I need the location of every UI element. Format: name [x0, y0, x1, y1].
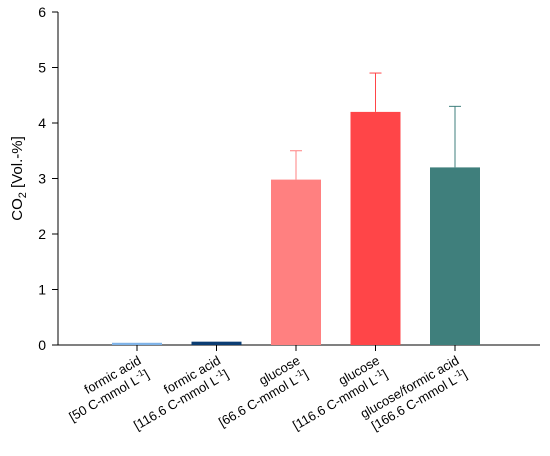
x-category-bracket: ] — [300, 366, 311, 381]
x-category-exponent: -1 — [451, 367, 463, 380]
x-category-bracket: ] — [459, 366, 470, 381]
x-category-exponent: -1 — [292, 367, 304, 380]
x-category-conc: [66.6 C-mmol L — [216, 372, 300, 429]
y-tick-label: 3 — [38, 171, 46, 187]
y-axis-label-unit: [Vol.-%] — [9, 136, 26, 192]
y-tick-label: 5 — [38, 60, 46, 76]
x-category-bracket: ] — [220, 366, 231, 381]
y-tick-label: 1 — [38, 282, 46, 298]
y-tick-label: 6 — [38, 4, 46, 20]
x-category-bracket: ] — [141, 366, 152, 381]
y-tick-label: 4 — [38, 115, 46, 131]
x-category-exponent: -1 — [213, 367, 225, 380]
y-axis-label-sub: 2 — [17, 192, 29, 198]
y-axis-label-main: CO — [9, 198, 26, 221]
y-tick-label: 2 — [38, 226, 46, 242]
bar — [112, 342, 162, 345]
bar — [350, 111, 401, 346]
bar — [191, 341, 242, 345]
bar — [430, 167, 480, 345]
y-axis-label: CO2 [Vol.-%] — [9, 136, 29, 220]
x-category-exponent: -1 — [372, 367, 384, 380]
bar — [271, 179, 321, 345]
x-category-exponent: -1 — [133, 367, 145, 380]
y-tick-label: 0 — [38, 337, 46, 353]
x-category-bracket: ] — [379, 366, 390, 381]
x-category-label: formic acid[50 C-mmol L-1] — [58, 353, 151, 425]
